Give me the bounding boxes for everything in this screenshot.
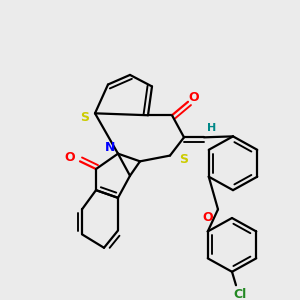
Text: H: H <box>207 123 217 133</box>
Text: N: N <box>105 141 115 154</box>
Text: O: O <box>189 92 199 104</box>
Text: S: S <box>80 111 89 124</box>
Text: S: S <box>179 153 188 166</box>
Text: Cl: Cl <box>233 288 247 300</box>
Text: O: O <box>203 211 213 224</box>
Text: O: O <box>65 151 75 164</box>
